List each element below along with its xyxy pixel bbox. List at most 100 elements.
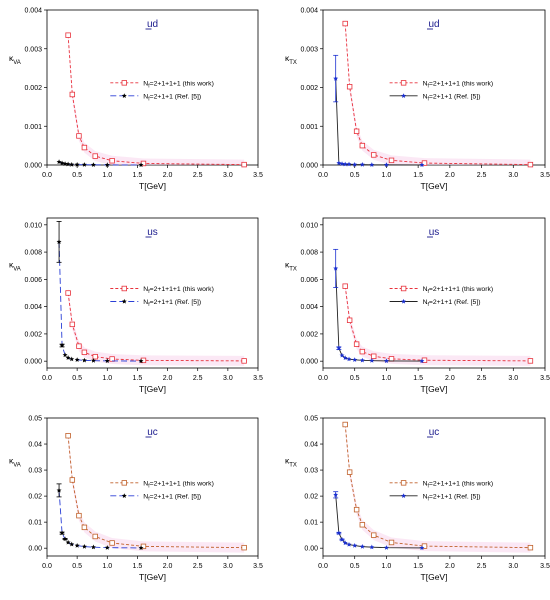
- y-axis-label-sub: VA: [13, 267, 21, 273]
- x-tick-label: 3.0: [223, 375, 233, 382]
- y-axis-label: κTX: [285, 53, 297, 66]
- x-tick-label: 3.0: [508, 563, 518, 570]
- data-point: [346, 541, 352, 547]
- data-point: [336, 160, 342, 166]
- legend-label-rest: =2+1+1+1 (this work): [429, 286, 493, 293]
- data-point: [65, 161, 71, 167]
- data-point: [383, 358, 389, 364]
- data-point: [59, 342, 65, 348]
- y-tick-label: 0.008: [300, 250, 318, 257]
- data-point: [81, 544, 87, 549]
- data-point: [56, 487, 62, 493]
- x-tick-label: 3.0: [223, 172, 233, 179]
- x-tick-label: 3.5: [253, 375, 263, 382]
- data-point: [346, 469, 353, 475]
- y-axis-label-main: κ: [285, 260, 290, 270]
- series-line: [344, 23, 531, 166]
- legend-label-rest: =2+1+1 (Ref. [5]): [150, 299, 202, 306]
- chart-panel-0: 0.0 0.5 1.0 1.5 2.0 2.5 3.0 3.5 0.000 0.001 0.002 0…: [9, 8, 263, 192]
- chart-panel-3: 0.0 0.5 1.0 1.5 2.0 2.5 3.0 3.5 0.000 0.002 0.004 0…: [285, 217, 550, 394]
- legend-label-rest: =2+1+1 (Ref. [5]): [429, 93, 481, 100]
- data-point: [90, 358, 96, 363]
- legend-label-prefix: N: [143, 299, 148, 306]
- y-tick-label: 0.000: [300, 359, 318, 366]
- data-point: [76, 512, 82, 519]
- legend-label-rest: =2+1+1+1 (this work): [429, 80, 493, 87]
- legend-label: Nf=2+1+1 (Ref. [5]): [423, 299, 481, 308]
- legend-label-rest: =2+1+1 (Ref. [5]): [429, 493, 481, 500]
- y-tick-label: 0.004: [24, 8, 42, 15]
- y-tick-label: 0.00: [28, 546, 42, 553]
- y-axis-label-sub: TX: [289, 267, 297, 273]
- data-point: [371, 353, 377, 359]
- plot-frame: [46, 217, 259, 369]
- series-line: [67, 292, 245, 362]
- legend-label-rest: =2+1+1 (Ref. [5]): [150, 93, 202, 100]
- y-tick-label: 0.002: [24, 85, 42, 92]
- x-tick-label: 1.0: [102, 375, 112, 382]
- y-tick-label: 0.004: [24, 304, 42, 311]
- data-point: [419, 545, 425, 551]
- data-point: [419, 162, 425, 168]
- data-point: [359, 162, 365, 167]
- legend-marker: [400, 480, 407, 486]
- y-tick-label: 0.002: [300, 85, 318, 92]
- legend-label-rest: =2+1+1 (Ref. [5]): [150, 493, 202, 500]
- x-tick-label: 3.0: [223, 563, 233, 570]
- x-tick-label: 1.0: [382, 375, 392, 382]
- data-point: [92, 533, 98, 540]
- legend-marker: [401, 93, 407, 98]
- legend-label: Nf=2+1+1 (Ref. [5]): [143, 299, 201, 308]
- data-point: [65, 32, 71, 38]
- data-point: [69, 541, 75, 547]
- y-axis-label: κVA: [9, 456, 21, 469]
- y-tick-label: 0.02: [304, 494, 318, 501]
- data-point: [369, 162, 375, 167]
- data-point: [65, 290, 71, 296]
- series-band: [345, 281, 531, 366]
- x-tick-label: 2.0: [445, 563, 455, 570]
- legend-label: Nf=2+1+1 (Ref. [5]): [423, 93, 481, 102]
- data-point: [65, 539, 71, 545]
- chart-title: ud: [428, 19, 439, 30]
- data-point: [346, 356, 352, 362]
- data-point: [56, 159, 62, 164]
- data-point: [336, 345, 342, 351]
- legend-marker: [121, 285, 127, 292]
- legend-label-sub: f: [428, 83, 430, 89]
- series-line: [58, 490, 142, 549]
- legend-label-rest: =2+1+1+1 (this work): [150, 80, 214, 87]
- chart-title: us: [147, 227, 158, 238]
- y-axis-label-main: κ: [9, 53, 14, 63]
- data-point: [241, 358, 247, 364]
- x-tick-label: 1.5: [413, 172, 423, 179]
- data-point: [527, 544, 534, 551]
- x-tick-label: 0.0: [318, 563, 328, 570]
- series-band: [68, 30, 245, 165]
- data-point: [339, 352, 345, 358]
- x-tick-label: 0.0: [42, 375, 52, 382]
- data-point: [81, 349, 88, 356]
- x-tick-label: 3.0: [508, 172, 518, 179]
- y-axis-label: κTX: [285, 260, 297, 273]
- data-point: [69, 91, 76, 98]
- data-point: [69, 477, 76, 483]
- data-point: [527, 358, 534, 364]
- chart-title: us: [429, 227, 440, 238]
- legend-label: Nf=2+1+1+1 (this work): [143, 80, 214, 89]
- data-point: [359, 348, 366, 355]
- y-tick-label: 0.02: [28, 494, 42, 501]
- x-tick-label: 0.5: [72, 563, 82, 570]
- data-point: [65, 355, 71, 360]
- data-point: [346, 161, 352, 167]
- data-point: [352, 357, 358, 362]
- data-point: [333, 265, 339, 271]
- data-point: [90, 544, 96, 550]
- legend-label-prefix: N: [423, 480, 428, 487]
- x-tick-label: 0.5: [72, 375, 82, 382]
- x-tick-label: 2.0: [445, 172, 455, 179]
- data-point: [352, 542, 358, 548]
- x-tick-label: 0.0: [42, 563, 52, 570]
- legend-label-rest: =2+1+1+1 (this work): [429, 480, 493, 487]
- data-point: [359, 544, 365, 549]
